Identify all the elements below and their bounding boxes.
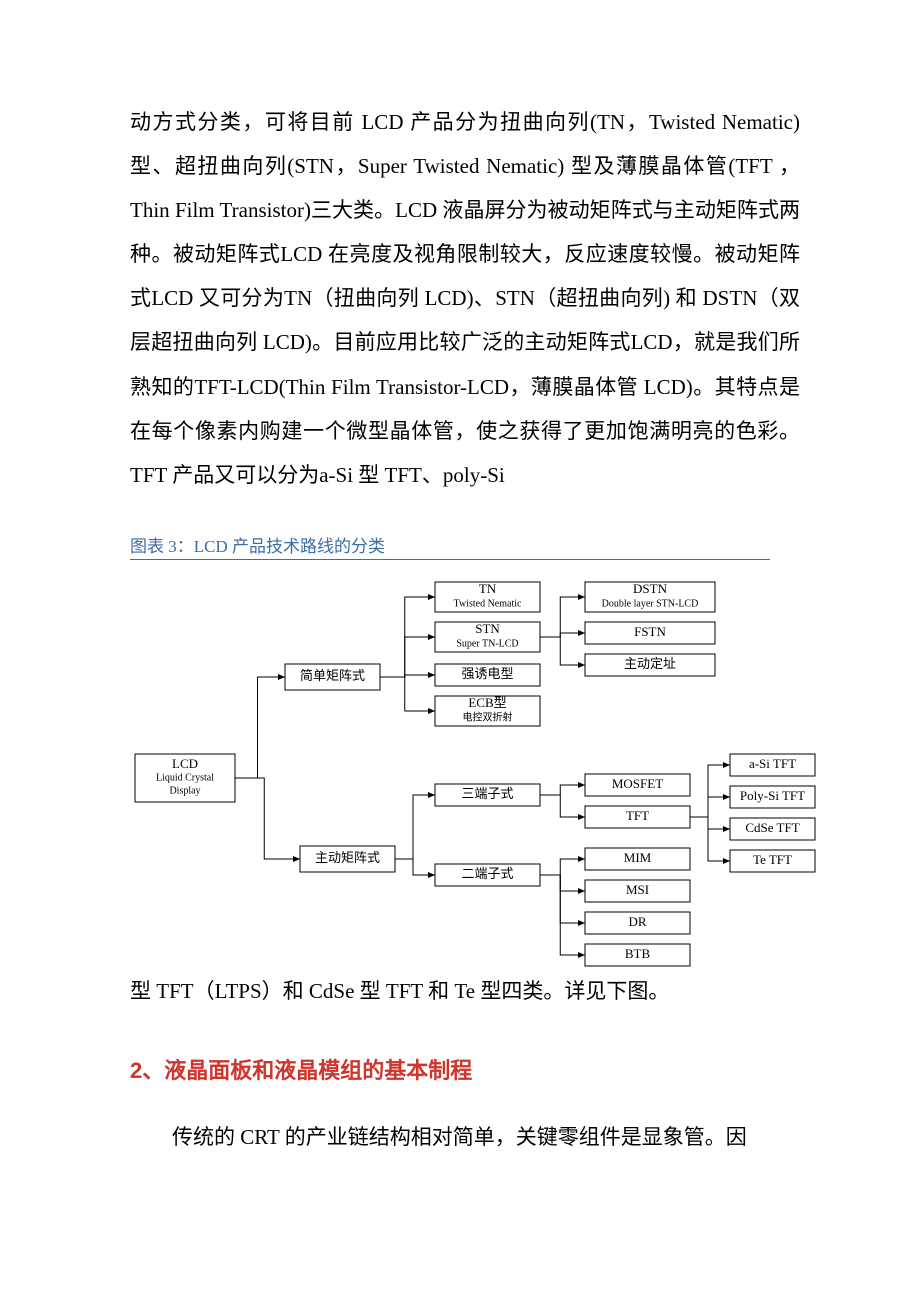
paragraph-1: 动方式分类，可将目前 LCD 产品分为扭曲向列(TN，Twisted Nemat… bbox=[130, 100, 800, 497]
paragraph-2: 型 TFT（LTPS）和 CdSe 型 TFT 和 Te 型四类。详见下图。 bbox=[130, 969, 800, 1013]
svg-text:Te TFT: Te TFT bbox=[753, 852, 792, 867]
svg-text:CdSe TFT: CdSe TFT bbox=[745, 820, 799, 835]
svg-text:MOSFET: MOSFET bbox=[612, 776, 663, 791]
svg-text:Double layer STN-LCD: Double layer STN-LCD bbox=[602, 598, 699, 609]
svg-text:BTB: BTB bbox=[625, 946, 651, 961]
svg-text:DSTN: DSTN bbox=[633, 581, 668, 596]
svg-text:简单矩阵式: 简单矩阵式 bbox=[300, 668, 365, 683]
svg-text:a-Si TFT: a-Si TFT bbox=[749, 756, 796, 771]
svg-text:MSI: MSI bbox=[626, 882, 649, 897]
svg-text:电控双折射: 电控双折射 bbox=[463, 710, 513, 723]
svg-text:Twisted Nematic: Twisted Nematic bbox=[454, 598, 522, 609]
figure-caption: 图表 3：LCD 产品技术路线的分类 bbox=[130, 532, 770, 560]
svg-text:主动矩阵式: 主动矩阵式 bbox=[315, 850, 380, 865]
svg-text:二端子式: 二端子式 bbox=[461, 866, 513, 881]
lcd-classification-diagram: LCDLiquid Crystal Display 简单矩阵式主动矩阵式 TN Twis… bbox=[125, 564, 805, 974]
svg-text:Liquid Crystal: Liquid Crystal bbox=[156, 772, 214, 783]
svg-text:TN: TN bbox=[479, 581, 497, 596]
svg-text:TFT: TFT bbox=[626, 808, 649, 823]
paragraph-3: 传统的 CRT 的产业链结构相对简单，关键零组件是显象管。因 bbox=[130, 1115, 800, 1159]
svg-text:LCD: LCD bbox=[172, 756, 198, 771]
svg-text:三端子式: 三端子式 bbox=[461, 786, 513, 801]
svg-text:Poly-Si TFT: Poly-Si TFT bbox=[740, 788, 805, 803]
svg-text:STN: STN bbox=[475, 621, 500, 636]
svg-text:Display: Display bbox=[169, 785, 200, 796]
svg-text:ECB型: ECB型 bbox=[468, 695, 506, 710]
svg-text:Super TN-LCD: Super TN-LCD bbox=[456, 638, 518, 649]
svg-text:FSTN: FSTN bbox=[634, 624, 666, 639]
section-heading-2: 2、液晶面板和液晶模组的基本制程 bbox=[130, 1053, 800, 1085]
svg-text:主动定址: 主动定址 bbox=[624, 656, 676, 671]
svg-text:MIM: MIM bbox=[624, 850, 652, 865]
svg-text:强诱电型: 强诱电型 bbox=[461, 666, 513, 681]
svg-text:DR: DR bbox=[628, 914, 646, 929]
